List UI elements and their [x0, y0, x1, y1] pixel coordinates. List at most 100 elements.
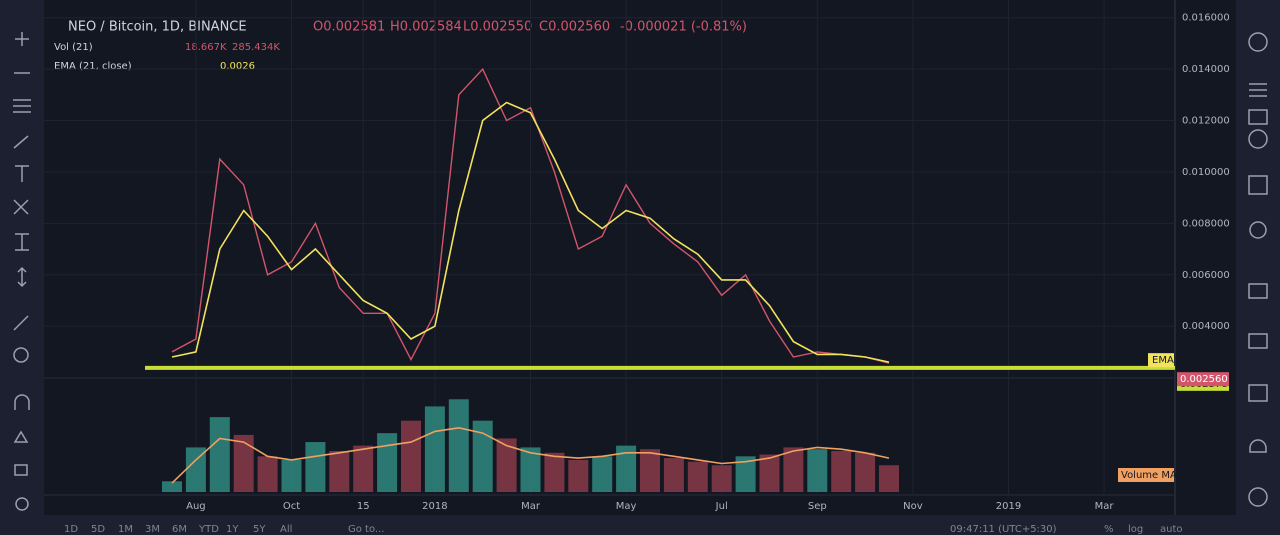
volume-bar: [568, 459, 589, 492]
y-tick-label: 0.014000: [1182, 64, 1230, 75]
volume-bar: [472, 420, 493, 492]
pattern-tool[interactable]: [13, 199, 29, 215]
news[interactable]: [1248, 129, 1268, 149]
volume-ma-line: [171, 426, 890, 484]
y-tick-label: 0.010000: [1182, 167, 1230, 178]
hotlist[interactable]: [1248, 384, 1268, 402]
calendar[interactable]: [1248, 175, 1268, 195]
volume-legend[interactable]: Vol (21): [54, 42, 93, 53]
goto-button[interactable]: Go to...: [348, 524, 384, 535]
volume-bar: [783, 447, 804, 492]
lock-draw-tool[interactable]: [13, 430, 29, 443]
alert-clock[interactable]: [1248, 32, 1268, 52]
volume-bar: [401, 420, 421, 492]
x-tick-label: 15: [357, 501, 370, 512]
measure-tool[interactable]: [17, 266, 27, 288]
volume-bar: [711, 465, 732, 492]
lock-tool[interactable]: [14, 464, 28, 476]
volume-bar: [496, 438, 517, 492]
fib-tool[interactable]: [13, 99, 31, 113]
range-button[interactable]: 6M: [172, 524, 187, 535]
volume-bar: [377, 433, 398, 492]
ema-line: [171, 101, 890, 363]
range-button[interactable]: 1D: [64, 524, 78, 535]
x-tick-label: Oct: [283, 501, 300, 512]
y-tick-label: 0.008000: [1182, 218, 1230, 229]
x-tick-label: Mar: [1095, 501, 1115, 512]
x-tick-label: Sep: [808, 501, 827, 512]
visibility-tool[interactable]: [15, 497, 29, 511]
volume-bar: [616, 445, 637, 492]
last-price-tag-bg: [1177, 372, 1229, 387]
clock: 09:47:11 (UTC+5:30): [950, 524, 1057, 535]
high-value: H0.002584: [390, 20, 462, 35]
open-value: O0.002581: [313, 20, 385, 35]
range-button[interactable]: 5Y: [253, 524, 266, 535]
volume-bar: [424, 406, 445, 492]
text-tool[interactable]: [15, 165, 29, 182]
close-value: C0.002560: [539, 20, 610, 35]
range-button[interactable]: 3M: [145, 524, 160, 535]
symbol-title[interactable]: NEO / Bitcoin, 1D, BINANCE: [68, 20, 247, 35]
brush-tool[interactable]: [13, 135, 29, 149]
volume-bar: [281, 459, 302, 492]
left-tools[interactable]: [13, 32, 31, 511]
x-tick-label: 2018: [422, 501, 447, 512]
magnet-tool[interactable]: [14, 394, 30, 410]
data-window[interactable]: [1248, 333, 1268, 349]
ohlc-legend: O0.002581 H0.002584 L0.002550 C0.002560 …: [313, 20, 747, 35]
ideas[interactable]: [1249, 221, 1267, 239]
bottom-bar: [44, 515, 1236, 535]
volume-bar: [162, 481, 182, 492]
right-tools[interactable]: [1248, 32, 1268, 507]
ema-legend[interactable]: EMA (21, close): [54, 61, 132, 72]
range-button[interactable]: All: [280, 524, 292, 535]
crosshair-tool[interactable]: [15, 32, 29, 46]
volume-ma-value: 285.434K: [232, 42, 280, 53]
y-tick-label: 0.006000: [1182, 270, 1230, 281]
y-tick-label: 0.004000: [1182, 321, 1230, 332]
y-tick-label: 0.012000: [1182, 116, 1230, 127]
change-value: -0.000021 (-0.81%): [620, 20, 747, 35]
log-toggle[interactable]: log: [1128, 524, 1143, 535]
auto-toggle[interactable]: auto: [1160, 524, 1183, 535]
last-price-tag: 0.002560: [1180, 374, 1228, 385]
volume-bar: [687, 461, 708, 492]
volume-value: 18.667K: [185, 42, 227, 53]
right-toolbar: [1236, 0, 1280, 535]
help[interactable]: [1248, 487, 1268, 507]
volume-bar: [544, 452, 565, 492]
percent-toggle[interactable]: %: [1104, 524, 1114, 535]
ruler-tool[interactable]: [13, 315, 29, 331]
screener[interactable]: [1248, 283, 1268, 299]
volume-bar: [329, 450, 350, 492]
watchlist[interactable]: [1249, 83, 1267, 97]
forecast-tool[interactable]: [15, 233, 29, 251]
notifications[interactable]: [1249, 439, 1267, 453]
range-button[interactable]: YTD: [198, 524, 219, 535]
volume-bar: [233, 434, 254, 492]
x-tick-label: 2019: [996, 501, 1021, 512]
x-tick-label: May: [616, 501, 637, 512]
chat[interactable]: [1248, 109, 1268, 125]
range-button[interactable]: 1M: [118, 524, 133, 535]
volume-ma-tag-bg: [1118, 468, 1174, 482]
volume-bar: [305, 442, 326, 492]
range-buttons: 1D 5D 1M 3M 6M YTD 1Y 5Y All: [64, 524, 292, 535]
zoom-tool[interactable]: [13, 347, 29, 363]
volume-bar: [448, 399, 469, 492]
y-tick-label: 0.016000: [1182, 13, 1230, 24]
volume-bar: [640, 449, 660, 492]
price-line: [171, 67, 890, 364]
x-tick-label: Aug: [186, 501, 206, 512]
low-value: L0.002550: [463, 20, 532, 35]
range-button[interactable]: 1Y: [226, 524, 239, 535]
volume-bar: [759, 454, 780, 492]
volume-bar: [831, 450, 852, 492]
ema-tag: EMA: [1152, 355, 1174, 366]
volume-bar: [520, 447, 541, 492]
range-button[interactable]: 5D: [91, 524, 105, 535]
volume-bar: [185, 447, 206, 492]
